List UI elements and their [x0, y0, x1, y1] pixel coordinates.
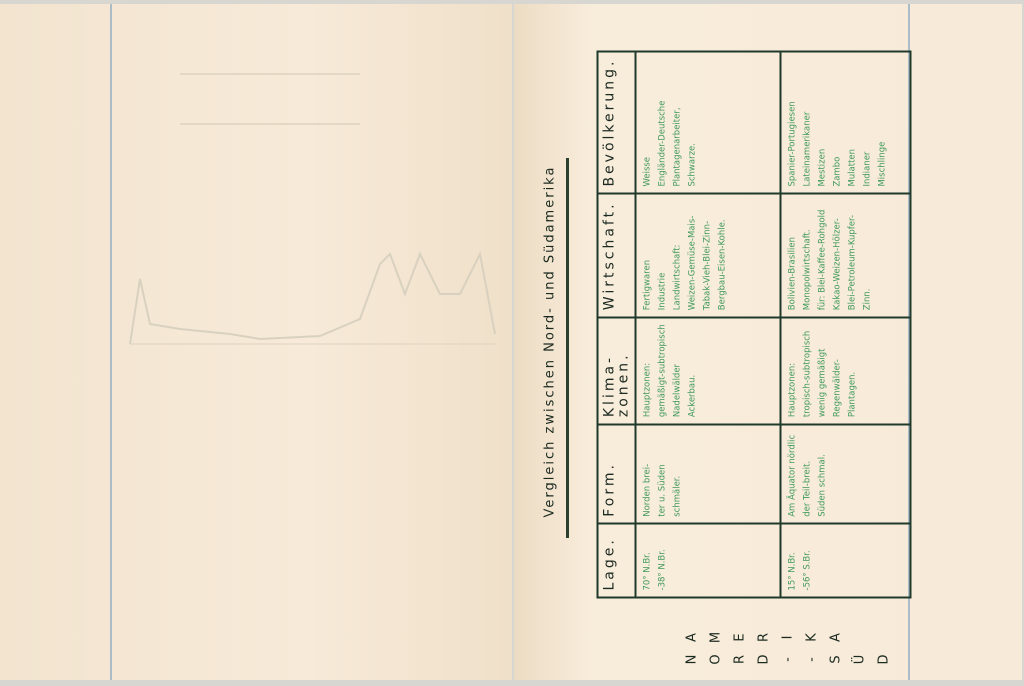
cell-line: Süden schmal. — [817, 454, 828, 517]
side-letter: I — [780, 635, 796, 640]
side-letter: N — [684, 654, 700, 665]
cell-line: -38° N.Br. — [657, 549, 668, 591]
cell-line: Plantagenarbeiter, — [672, 107, 683, 187]
cell-line: Norden brei- — [642, 463, 653, 517]
side-letter: D — [756, 654, 772, 665]
cell-line: der Teil-breit. — [802, 460, 813, 517]
left-page — [0, 4, 512, 680]
header-bevoelkerung: Bevölkerung. — [597, 51, 636, 194]
header-lage: Lage. — [597, 523, 636, 598]
cell-line: Industrie — [657, 272, 668, 311]
cell-line: Fertigwaren — [642, 259, 653, 311]
header-row: Lage. Form. Klima-zonen. Wirtschaft. Bev… — [597, 51, 636, 598]
cell-line: gemäßigt-subtropisch — [657, 324, 668, 418]
side-letter: A — [828, 633, 844, 642]
cell-line: Monopolwirtschaft. — [802, 229, 813, 311]
cell-line: Blei-Petroleum-Kupfer- — [847, 214, 858, 311]
cell-form: Am Äquator nördlic der Teil-breit. Süden s… — [780, 424, 911, 524]
cell-line: 15° N.Br. — [787, 552, 798, 591]
title-underline — [566, 158, 569, 538]
cell-wirtschaft: Fertigwaren Industrie Landwirtschaft: Weize… — [635, 193, 781, 318]
cell-line: Bergbau-Eisen-Kohle. — [717, 219, 728, 311]
side-letter: E — [732, 633, 748, 642]
side-letter: M — [708, 631, 724, 644]
faint-showthrough-graph — [129, 73, 496, 345]
cell-line: Regenwälder- — [832, 359, 843, 418]
cell-line: Hauptzonen: — [787, 362, 798, 418]
cell-line: Plantagen. — [847, 371, 858, 418]
cell-lage: 70° N.Br. -38° N.Br. — [635, 523, 781, 598]
cell-line: Ackerbau. — [687, 374, 698, 418]
side-letter: - — [780, 657, 796, 662]
cell-line: Lateinamerikaner — [802, 111, 813, 187]
cell-line: wenig gemäßigt — [817, 348, 828, 418]
side-letter: Ü — [852, 654, 868, 665]
side-letter: S — [828, 655, 844, 664]
cell-klima: Hauptzonen: gemäßigt-subtropisch Nadelwäld… — [635, 317, 781, 425]
cell-wirtschaft: Bolivien-Brasilien Monopolwirtschaft. für:… — [780, 193, 911, 318]
cell-line: Tabak-Vieh-Blei-Zinn- — [702, 220, 713, 311]
table-row-nord: 70° N.Br. -38° N.Br. Norden brei-ter u. Sü… — [635, 51, 781, 598]
page-title: Vergleich zwischen Nord- und Südamerika — [542, 165, 558, 518]
side-letter: R — [732, 654, 748, 665]
header-wirtschaft: Wirtschaft. — [597, 193, 636, 318]
header-form: Form. — [597, 424, 636, 524]
cell-line: Spanier-Portugiesen — [787, 101, 798, 187]
cell-line: schmäler. — [672, 475, 683, 517]
cell-lage: 15° N.Br. -56° S.Br. — [780, 523, 911, 598]
cell-line: Indianer — [862, 151, 873, 187]
cell-line: Engländer-Deutsche — [657, 100, 668, 187]
cell-line: Weizen-Gemüse-Mais- — [687, 215, 698, 311]
cell-form: Norden brei-ter u. Süden schmäler. — [635, 424, 781, 524]
cell-line: Weisse — [642, 156, 653, 187]
cell-line: -56° S.Br. — [802, 550, 813, 591]
comparison-table: Lage. Form. Klima-zonen. Wirtschaft. Bev… — [597, 51, 911, 599]
side-letter: D — [876, 654, 892, 665]
margin-line — [110, 4, 112, 680]
cell-line: Zambo — [832, 156, 843, 187]
cell-line: 70° N.Br. — [642, 552, 653, 591]
table-row-sued: 15° N.Br. -56° S.Br. Am Äquator nördlic der… — [780, 51, 911, 598]
cell-klima: Hauptzonen: tropisch-subtropisch wenig gem… — [780, 317, 911, 425]
side-letter: R — [756, 632, 772, 643]
side-letter: - — [804, 657, 820, 662]
margin-line — [908, 4, 910, 680]
cell-line: Am Äquator nördlic — [787, 434, 798, 517]
cell-line: Mulatten — [847, 148, 858, 187]
cell-line: Kakao-Weizen-Hölzer- — [832, 218, 843, 311]
cell-line: Bolivien-Brasilien — [787, 237, 798, 311]
cell-line: für: Blei-Kaffee-Rohgold — [817, 209, 828, 311]
cell-line: ter u. Süden — [657, 464, 668, 517]
cell-line: Schwarze. — [687, 143, 698, 187]
cell-line: Landwirtschaft: — [672, 244, 683, 311]
cell-line: Hauptzonen: — [642, 362, 653, 418]
cell-bevoelkerung: Weisse Engländer-Deutsche Plantagenarbeite… — [635, 51, 781, 194]
header-klimazonen: Klima-zonen. — [597, 317, 636, 425]
cell-line: Zinn. — [862, 288, 873, 311]
cell-bevoelkerung: Spanier-Portugiesen Lateinamerikaner Mesti… — [780, 51, 911, 194]
side-letter: O — [708, 654, 724, 665]
side-letter: K — [804, 633, 820, 642]
side-letter: A — [684, 633, 700, 642]
cell-line: Mestizen — [817, 148, 828, 187]
cell-line: Nadelwälder — [672, 363, 683, 418]
cell-line: tropisch-subtropisch — [802, 330, 813, 418]
right-page — [514, 4, 1022, 680]
cell-line: Mischlinge — [877, 141, 888, 187]
